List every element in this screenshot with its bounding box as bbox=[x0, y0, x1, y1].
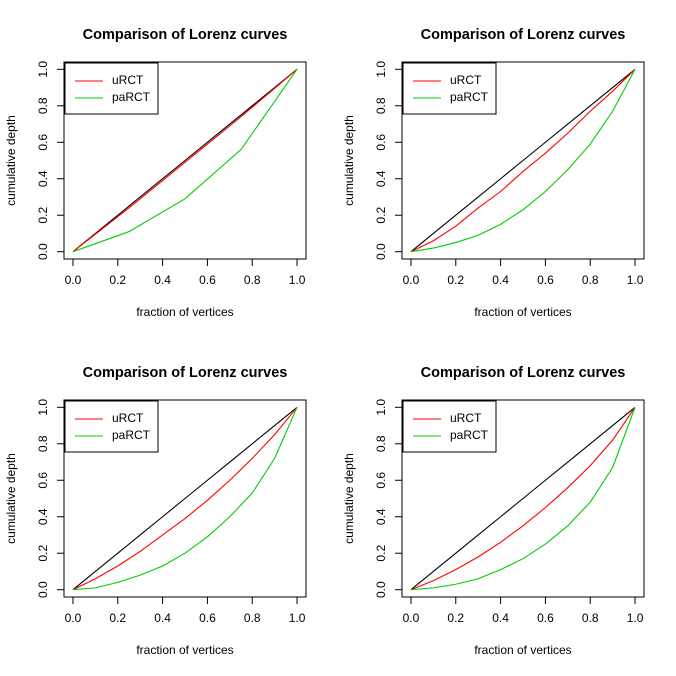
x-tick-label: 0.0 bbox=[403, 273, 420, 287]
legend-label: uRCT bbox=[450, 411, 482, 425]
line-series bbox=[72, 407, 298, 591]
y-tick-label: 0.0 bbox=[36, 243, 50, 260]
x-tick-label: 0.8 bbox=[244, 273, 261, 287]
legend-label: uRCT bbox=[450, 73, 482, 87]
y-tick-label: 0.8 bbox=[36, 97, 50, 114]
y-axis-label: cumulative depth bbox=[4, 453, 18, 544]
line-series bbox=[72, 68, 298, 253]
y-tick-label: 0.2 bbox=[374, 207, 388, 224]
legend-box bbox=[64, 62, 159, 115]
x-tick-label: 0.6 bbox=[537, 273, 554, 287]
line-series bbox=[410, 406, 636, 591]
x-tick-label: 0.2 bbox=[447, 273, 464, 287]
x-tick-label: 0.2 bbox=[109, 273, 126, 287]
y-tick-label: 0.4 bbox=[36, 170, 50, 187]
x-tick-label: 0.4 bbox=[492, 611, 509, 625]
panel: Comparison of Lorenz curves fraction of v… bbox=[342, 27, 645, 319]
plot-box bbox=[63, 61, 307, 260]
x-tick-label: 1.0 bbox=[627, 273, 644, 287]
x-tick-label: 0.2 bbox=[447, 611, 464, 625]
line-series bbox=[410, 68, 636, 253]
plot-box bbox=[401, 399, 645, 598]
panel: Comparison of Lorenz curves fraction of v… bbox=[342, 365, 645, 657]
chart-title: Comparison of Lorenz curves bbox=[421, 27, 626, 43]
y-tick-label: 1.0 bbox=[374, 399, 388, 416]
y-tick-label: 0.8 bbox=[374, 97, 388, 114]
y-tick-label: 0.2 bbox=[36, 545, 50, 562]
line-series bbox=[72, 406, 298, 591]
legend-label: uRCT bbox=[112, 73, 144, 87]
plot-box bbox=[401, 61, 645, 260]
x-axis-label: fraction of vertices bbox=[136, 305, 233, 319]
y-tick-label: 1.0 bbox=[374, 61, 388, 78]
y-tick-label: 0.2 bbox=[36, 207, 50, 224]
line-series bbox=[410, 69, 636, 253]
x-tick-label: 0.8 bbox=[582, 611, 599, 625]
legend-label: uRCT bbox=[112, 411, 144, 425]
chart-title: Comparison of Lorenz curves bbox=[83, 365, 288, 381]
x-tick-label: 0.8 bbox=[582, 273, 599, 287]
x-tick-label: 0.6 bbox=[199, 611, 216, 625]
x-axis-label: fraction of vertices bbox=[136, 643, 233, 657]
y-tick-label: 0.0 bbox=[36, 581, 50, 598]
y-tick-label: 0.6 bbox=[36, 472, 50, 489]
y-tick-label: 0.2 bbox=[374, 545, 388, 562]
x-axis-label: fraction of vertices bbox=[474, 305, 571, 319]
panel: Comparison of Lorenz curves fraction of v… bbox=[4, 27, 307, 319]
y-tick-label: 0.4 bbox=[374, 170, 388, 187]
line-series bbox=[72, 68, 298, 253]
line-series bbox=[72, 68, 298, 253]
y-tick-label: 1.0 bbox=[36, 61, 50, 78]
x-tick-label: 1.0 bbox=[289, 273, 306, 287]
chart-title: Comparison of Lorenz curves bbox=[421, 365, 626, 381]
y-tick-label: 0.8 bbox=[374, 435, 388, 452]
x-tick-label: 0.0 bbox=[403, 611, 420, 625]
panel: Comparison of Lorenz curves fraction of v… bbox=[4, 365, 307, 657]
y-tick-label: 0.6 bbox=[374, 134, 388, 151]
line-series bbox=[72, 406, 298, 591]
y-tick-label: 0.4 bbox=[374, 508, 388, 525]
chart-title: Comparison of Lorenz curves bbox=[83, 27, 288, 43]
legend-box bbox=[64, 400, 159, 453]
line-series bbox=[410, 68, 636, 253]
legend-label: paRCT bbox=[450, 90, 489, 104]
legend-box bbox=[402, 400, 497, 453]
x-tick-label: 0.4 bbox=[492, 273, 509, 287]
y-tick-label: 0.0 bbox=[374, 243, 388, 260]
x-tick-label: 0.0 bbox=[65, 611, 82, 625]
legend-box bbox=[402, 62, 497, 115]
x-tick-label: 0.2 bbox=[109, 611, 126, 625]
y-tick-label: 0.4 bbox=[36, 508, 50, 525]
x-tick-label: 0.8 bbox=[244, 611, 261, 625]
plot-box bbox=[63, 399, 307, 598]
y-tick-label: 0.6 bbox=[374, 472, 388, 489]
y-axis-label: cumulative depth bbox=[342, 453, 356, 544]
y-axis-label: cumulative depth bbox=[4, 115, 18, 206]
x-tick-label: 0.4 bbox=[154, 611, 171, 625]
legend-label: paRCT bbox=[112, 428, 151, 442]
x-tick-label: 1.0 bbox=[289, 611, 306, 625]
line-series bbox=[410, 407, 636, 591]
legend-label: paRCT bbox=[450, 428, 489, 442]
line-series bbox=[410, 406, 636, 591]
y-tick-label: 0.8 bbox=[36, 435, 50, 452]
y-axis-label: cumulative depth bbox=[342, 115, 356, 206]
x-tick-label: 0.6 bbox=[199, 273, 216, 287]
x-axis-label: fraction of vertices bbox=[474, 643, 571, 657]
y-tick-label: 0.6 bbox=[36, 134, 50, 151]
x-tick-label: 0.6 bbox=[537, 611, 554, 625]
x-tick-label: 0.0 bbox=[65, 273, 82, 287]
x-tick-label: 0.4 bbox=[154, 273, 171, 287]
y-tick-label: 0.0 bbox=[374, 581, 388, 598]
y-tick-label: 1.0 bbox=[36, 399, 50, 416]
legend-label: paRCT bbox=[112, 90, 151, 104]
x-tick-label: 1.0 bbox=[627, 611, 644, 625]
